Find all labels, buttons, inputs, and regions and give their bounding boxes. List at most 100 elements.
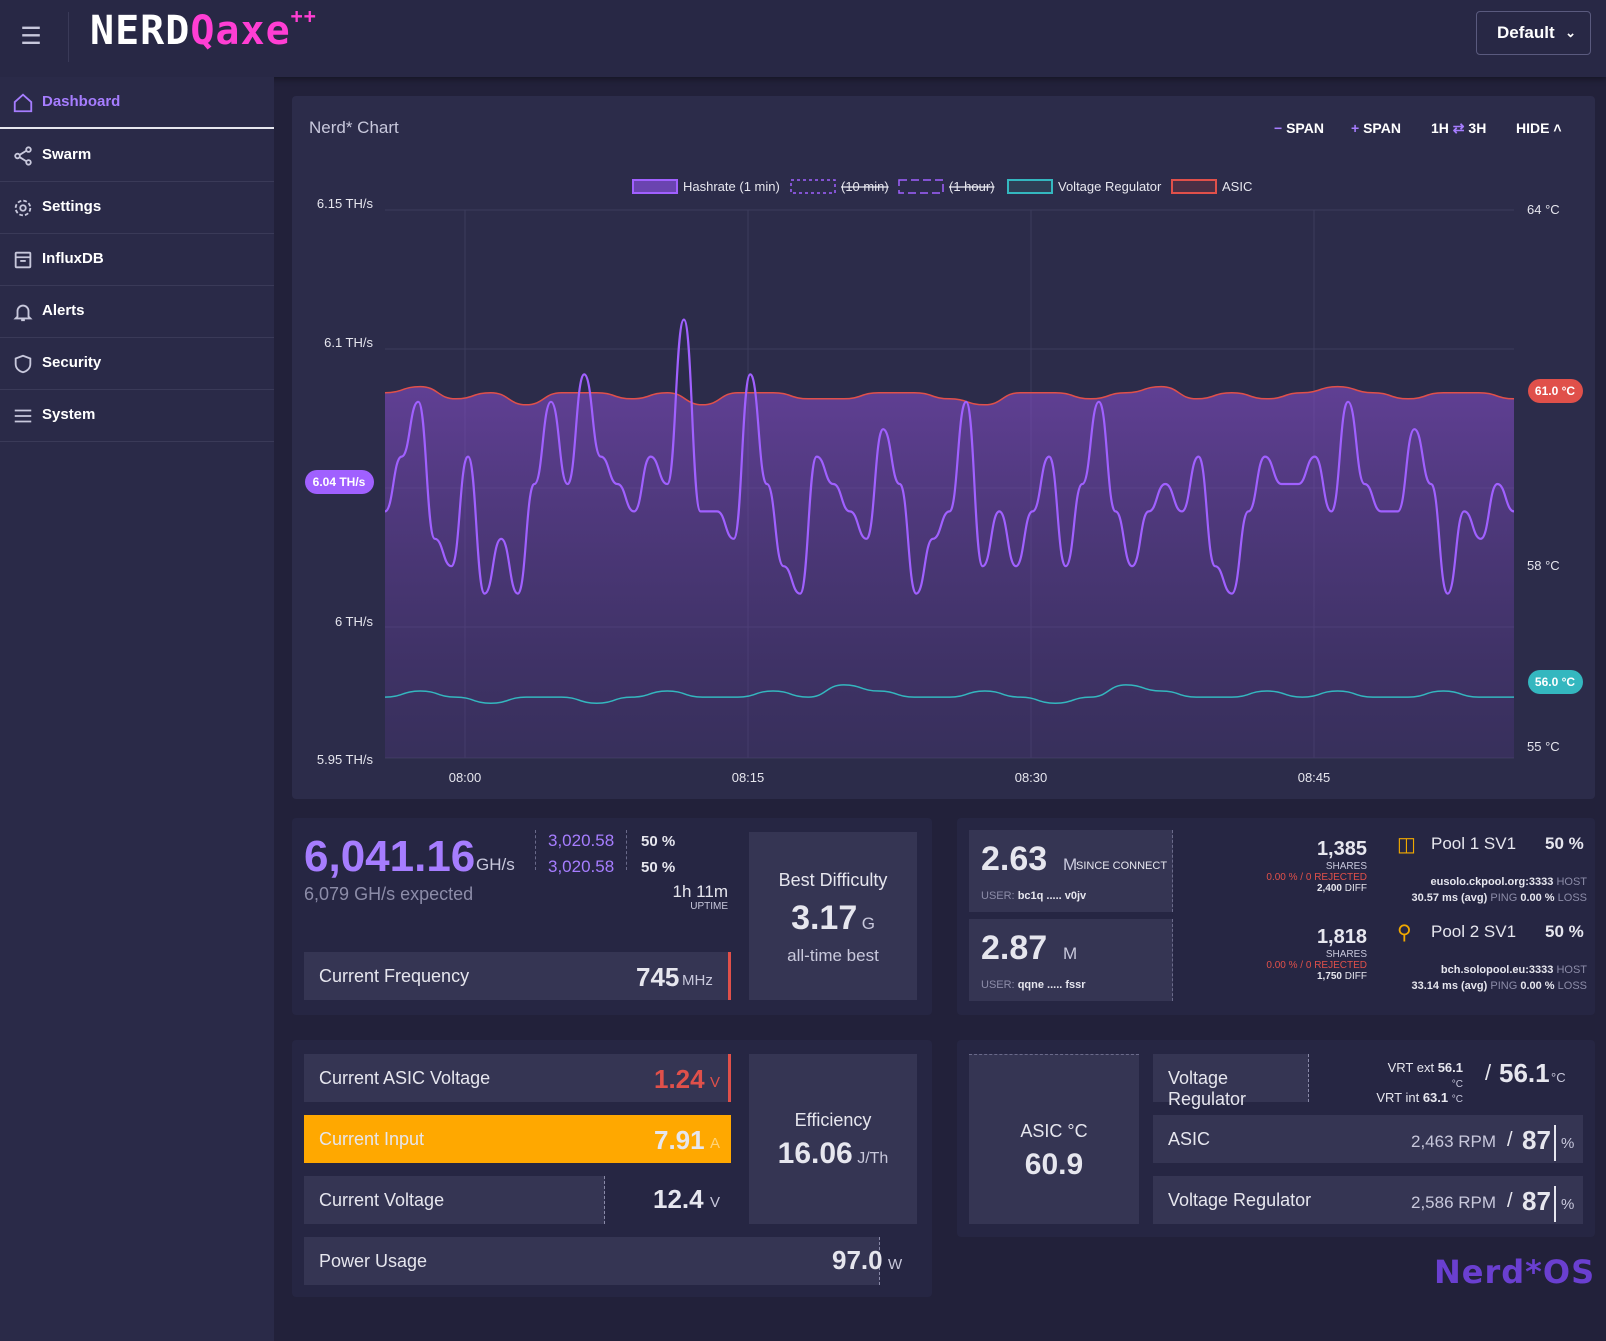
current-voltage-row: Current Voltage <box>304 1176 605 1224</box>
hide-chart-button[interactable]: HIDE ˄ <box>1516 120 1562 136</box>
pool2-shares-label: SHARES <box>1325 949 1367 960</box>
expected-value: 6,079 <box>304 884 350 904</box>
pool2-loss-label: LOSS <box>1557 980 1587 992</box>
sidebar-item-label: Swarm <box>42 146 92 163</box>
diff-panel-1: 2.63 M SINCE CONNECT USER: bc1q ..... v0… <box>969 830 1173 912</box>
pool1-loss-label: LOSS <box>1557 892 1587 904</box>
sidebar-item-security[interactable]: Security <box>0 338 274 390</box>
power-card: Current ASIC Voltage 1.24 V Current Inpu… <box>292 1040 932 1297</box>
user2-value: qqne ..... fssr <box>1017 979 1086 991</box>
temperature-card: ASIC °C 60.9 Voltage Regulator VRT ext 5… <box>957 1040 1595 1237</box>
chevron-up-icon: ˄ <box>1553 120 1562 136</box>
menu-icon[interactable]: ☰ <box>20 23 42 50</box>
pool2-rejected-label: REJECTED <box>1314 960 1367 971</box>
divider <box>68 12 69 62</box>
diff1-unit: M <box>1063 855 1078 874</box>
asic-temp-line <box>384 385 1515 406</box>
asic-badge-text: 61.0 °C <box>1535 384 1575 398</box>
pool2-host-label: HOST <box>1556 964 1587 976</box>
legend-swatch-10min <box>790 179 836 194</box>
diff-panel-2: 2.87 M USER: qqne ..... fssr <box>969 919 1173 1001</box>
diff1-value: 2.63 <box>981 840 1048 878</box>
separator-slash: / <box>1507 1129 1513 1151</box>
share-icon <box>14 146 32 166</box>
vrt-ext-label: VRT ext <box>1387 1060 1435 1075</box>
asic-fan-row: ASIC 2,463 RPM / 87 % <box>1153 1115 1583 1163</box>
current-input-label: Current Input <box>319 1129 425 1149</box>
pool1-diff: 2,400 <box>1316 883 1342 894</box>
user2-label: USER: <box>981 979 1015 991</box>
pool1-shares-label: SHARES <box>1325 861 1367 872</box>
profile-label: Default <box>1497 23 1555 42</box>
pool2-pct: 50 % <box>1545 922 1584 941</box>
diff1-label: SINCE CONNECT <box>1076 860 1168 872</box>
sidebar-item-system[interactable]: System <box>0 390 274 442</box>
legend-asic[interactable]: ASIC <box>1222 179 1252 194</box>
database-icon <box>14 251 32 269</box>
legend-1hour[interactable]: (1 hour) <box>949 179 995 194</box>
vr-temp-badge: 56.0 °C <box>1528 670 1583 694</box>
efficiency-label: Efficiency <box>794 1110 872 1130</box>
efficiency-value: 16.06 <box>777 1137 853 1170</box>
pool1-stats: 1,385 SHARES 0.00 % / 0 REJECTED 2,400 D… <box>1227 838 1367 894</box>
pool2-stats: 1,818 SHARES 0.00 % / 0 REJECTED 1,750 D… <box>1227 926 1367 982</box>
pool1-pct: 50 % <box>1545 834 1584 853</box>
legend-vr[interactable]: Voltage Regulator <box>1058 179 1162 194</box>
legend-hashrate[interactable]: Hashrate (1 min) <box>683 179 780 194</box>
pool2-name[interactable]: Pool 2 SV1 <box>1431 922 1517 941</box>
best-difficulty-label: Best Difficulty <box>778 870 888 890</box>
pool1-rejected-label: REJECTED <box>1314 872 1367 883</box>
legend-10min[interactable]: (10 min) <box>841 179 889 194</box>
pool1-name[interactable]: Pool 1 SV1 <box>1431 834 1517 853</box>
y-right-tick-55: 55 °C <box>1527 739 1560 754</box>
asic2-pct: 50 % <box>641 859 676 876</box>
range-a: 1H <box>1431 120 1449 136</box>
divider <box>626 830 627 870</box>
x-tick-0800: 08:00 <box>449 770 482 785</box>
hashrate-line <box>383 318 1515 595</box>
pool2-diff-label: DIFF <box>1344 971 1367 982</box>
vr-fan-label: Voltage Regulator <box>1168 1190 1312 1210</box>
vr-fan-row: Voltage Regulator 2,586 RPM / 87 % <box>1153 1176 1583 1224</box>
frequency-row: Current Frequency 745 MHz <box>304 952 731 1000</box>
pool1-icon: ◫ <box>1397 834 1416 856</box>
asic-temp-value: 60.9 <box>1024 1148 1084 1181</box>
span-minus-button[interactable]: − SPAN <box>1274 120 1324 136</box>
sidebar-item-settings[interactable]: Settings <box>0 182 274 234</box>
span-minus-label: SPAN <box>1286 120 1324 136</box>
asic-voltage-unit: V <box>710 1074 721 1091</box>
range-toggle-button[interactable]: 1H ⇄ 3H <box>1431 120 1486 137</box>
best-difficulty-value: 3.17 <box>791 899 858 937</box>
vr-badge-text: 56.0 °C <box>1535 675 1575 689</box>
sidebar-item-swarm[interactable]: Swarm <box>0 130 274 182</box>
vr-fan-rpm-unit: RPM <box>1458 1193 1497 1212</box>
pool2-loss: 0.00 % <box>1520 980 1555 992</box>
profile-dropdown[interactable]: Default ⌄ <box>1476 11 1591 55</box>
home-icon <box>13 93 33 113</box>
legend-swatch-1hour <box>898 179 944 194</box>
vrt-int-value: 63.1 <box>1422 1090 1449 1105</box>
vrt-ext-unit: °C <box>1451 1079 1463 1090</box>
legend-swatch-asic <box>1171 179 1217 194</box>
sidebar-item-label: Settings <box>42 198 102 215</box>
sidebar-item-alerts[interactable]: Alerts <box>0 286 274 338</box>
bell-icon <box>13 304 33 322</box>
vrt-int-label: VRT int <box>1376 1090 1420 1105</box>
sidebar-item-label: Alerts <box>42 302 85 319</box>
current-input-value: 7.91 <box>654 1125 705 1155</box>
frequency-unit: MHz <box>682 972 713 989</box>
sidebar-item-influxdb[interactable]: InfluxDB <box>0 234 274 286</box>
diff2-value: 2.87 <box>981 929 1048 967</box>
diff2-unit: M <box>1063 944 1078 963</box>
hashrate-badge: 6.04 TH/s <box>305 470 374 494</box>
pool1-ping: 30.57 ms (avg) <box>1411 892 1488 904</box>
pool1-rejected: 0.00 % / 0 <box>1266 872 1312 883</box>
span-plus-button[interactable]: + SPAN <box>1351 120 1401 136</box>
current-voltage-label: Current Voltage <box>319 1190 445 1210</box>
uptime-label: UPTIME <box>690 901 728 912</box>
sidebar-item-dashboard[interactable]: Dashboard <box>0 77 274 129</box>
expected-label: expected <box>400 884 474 904</box>
current-voltage-value: 12.4 <box>653 1184 704 1214</box>
x-axis: 08:00 08:15 08:30 08:45 <box>449 770 1331 785</box>
y-right-tick-58: 58 °C <box>1527 558 1560 573</box>
